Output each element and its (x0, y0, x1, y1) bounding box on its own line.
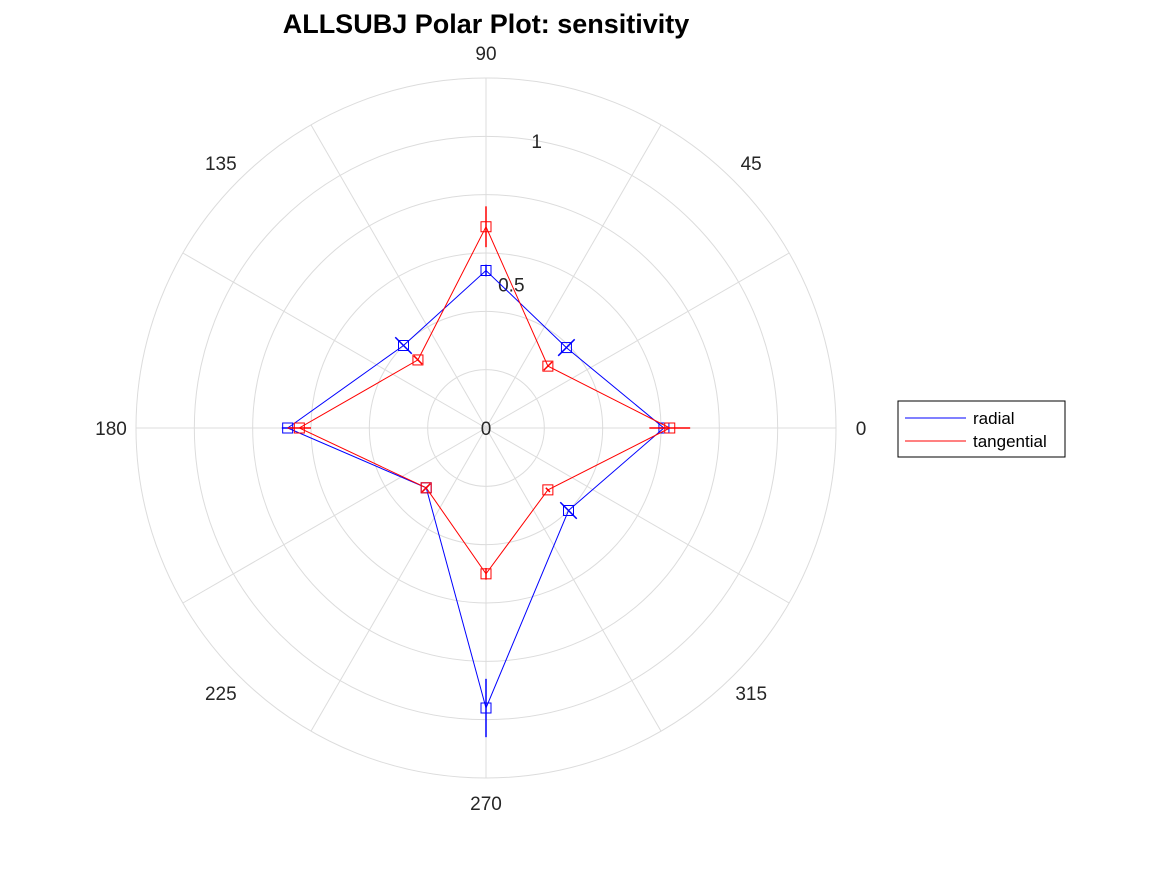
polar-grid-spokes (136, 78, 836, 778)
data-point-marker (420, 482, 432, 494)
grid-spoke-120 (310, 124, 487, 429)
data-point-marker (480, 568, 492, 580)
error-bar (545, 487, 551, 493)
theta-tick-label: 135 (205, 154, 237, 175)
data-point-marker (542, 360, 554, 372)
grid-spoke-30 (485, 252, 790, 429)
series-tangential (287, 206, 691, 580)
theta-tick-label: 180 (95, 419, 127, 440)
r-tick-label: 0 (481, 419, 492, 440)
data-point-marker (480, 702, 492, 714)
theta-tick-label: 45 (741, 154, 762, 175)
data-point-marker (562, 504, 574, 516)
series-layer (281, 206, 691, 738)
theta-tick-label: 0 (856, 419, 867, 440)
theta-tick-labels: 0 45 90 135 180 225 270 315 (95, 44, 866, 815)
r-tick-label: 0.5 (498, 275, 524, 296)
chart-title: ALLSUBJ Polar Plot: sensitivity (283, 9, 690, 39)
theta-tick-label: 225 (205, 684, 237, 705)
grid-spoke-150 (182, 252, 487, 429)
r-tick-label: 1 (531, 132, 542, 153)
theta-tick-label: 90 (475, 44, 496, 65)
grid-spoke-60 (485, 124, 662, 429)
grid-spoke-210 (182, 427, 487, 604)
legend: radial tangential (897, 400, 1066, 458)
data-point-marker (293, 422, 305, 434)
series-line-radial (286, 269, 665, 710)
data-point-marker (542, 484, 554, 496)
data-point-marker (560, 342, 572, 354)
theta-tick-label: 270 (470, 794, 502, 815)
legend-label-tangential: tangential (973, 432, 1047, 451)
grid-spoke-330 (485, 427, 790, 604)
error-bar (543, 361, 553, 371)
error-bar (413, 355, 423, 365)
data-point-marker (412, 354, 424, 366)
data-point-marker (398, 340, 410, 352)
error-bar (421, 483, 431, 493)
theta-tick-label: 315 (735, 684, 767, 705)
data-point-marker (480, 221, 492, 233)
legend-label-radial: radial (973, 409, 1015, 428)
data-point-marker (664, 422, 676, 434)
series-line-tangential (298, 225, 671, 575)
grid-spoke-300 (485, 427, 662, 732)
data-point-marker (480, 265, 492, 276)
r-tick-labels: 00.51 (481, 132, 542, 440)
grid-spoke-240 (310, 427, 487, 732)
legend-box (897, 400, 1066, 458)
